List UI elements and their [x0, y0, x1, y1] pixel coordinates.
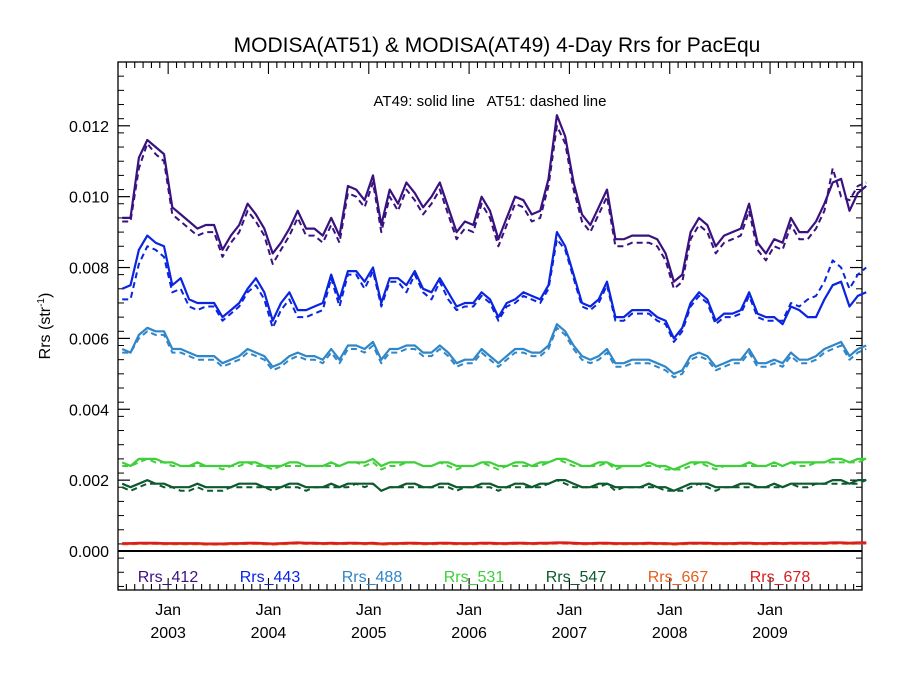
y-tick-label: 0.006	[69, 331, 109, 348]
x-axis: Jan 2003 Jan 2004 Jan 2005 Jan 2006 Jan 2007 Jan 20…	[117, 62, 863, 642]
x-tick-label-year: 2005	[351, 625, 387, 642]
x-tick-label-year: 2007	[552, 625, 588, 642]
x-tick-label-year: 2003	[150, 625, 186, 642]
y-axis-label-main: Rrs (str	[37, 306, 54, 359]
y-tick-label: 0.012	[69, 119, 109, 136]
x-tick-label-month: Jan	[256, 602, 282, 619]
x-tick-label-year: 2006	[451, 625, 487, 642]
y-axis-label: Rrs (str-1)	[36, 293, 54, 360]
x-tick-label-year: 2009	[752, 625, 788, 642]
plot-area: 0.000 0.002 0.004 0.006 0.008 0.010 0.012 Jan 2…	[69, 61, 867, 642]
legend-entry-rrs_547: Rrs_547	[546, 569, 607, 586]
y-tick-label: 0.004	[69, 402, 109, 419]
y-axis-label-sup: -1	[36, 298, 47, 307]
y-tick-label: 0.000	[69, 544, 109, 561]
y-tick-label: 0.010	[69, 190, 109, 207]
legend-entry-rrs_443: Rrs_443	[240, 569, 301, 586]
series-line-rrs_412-at49-solid	[122, 114, 867, 283]
series-line-rrs_678-at49-solid	[122, 541, 867, 545]
series-line-rrs_488-at49-solid	[121, 323, 867, 375]
x-tick-label-month: Jan	[557, 602, 583, 619]
legend-entry-rrs_531: Rrs_531	[444, 569, 505, 586]
series-line-rrs_547-at49-solid	[121, 479, 867, 492]
series-line-rrs_412-at51-dashed	[122, 124, 867, 290]
x-tick-label-year: 2008	[652, 625, 688, 642]
line-style-annotation: AT49: solid line AT51: dashed line	[374, 93, 607, 110]
x-tick-label-month: Jan	[356, 602, 382, 619]
legend-entry-rrs_488: Rrs_488	[342, 569, 403, 586]
x-tick-label-month: Jan	[757, 602, 783, 619]
x-tick-label-month: Jan	[456, 602, 482, 619]
chart-title: MODISA(AT51) & MODISA(AT49) 4-Day Rrs fo…	[234, 34, 761, 57]
y-tick-label: 0.008	[69, 261, 109, 278]
legend-entry-rrs_678: Rrs_678	[750, 569, 811, 586]
legend-entry-rrs_667: Rrs_667	[648, 569, 709, 586]
legend: Rrs_412 Rrs_443 Rrs_488 Rrs_531 Rrs_547 Rrs_6…	[138, 569, 811, 586]
series-line-rrs_443-at49-solid	[121, 231, 867, 340]
x-tick-label-month: Jan	[155, 602, 181, 619]
x-tick-label-year: 2004	[251, 625, 287, 642]
series-line-rrs_531-at49-solid	[121, 457, 867, 471]
legend-entry-rrs_412: Rrs_412	[138, 569, 199, 586]
y-axis: 0.000 0.002 0.004 0.006 0.008 0.010 0.012	[69, 75, 862, 587]
series-line-rrs_443-at51-dashed	[122, 238, 867, 343]
series-group	[121, 114, 867, 546]
plot-frame	[117, 61, 863, 591]
y-axis-label-close: )	[37, 293, 54, 298]
series-line-rrs_488-at51-dashed	[122, 326, 867, 379]
x-tick-label-month: Jan	[657, 602, 683, 619]
y-tick-label: 0.002	[69, 473, 109, 490]
